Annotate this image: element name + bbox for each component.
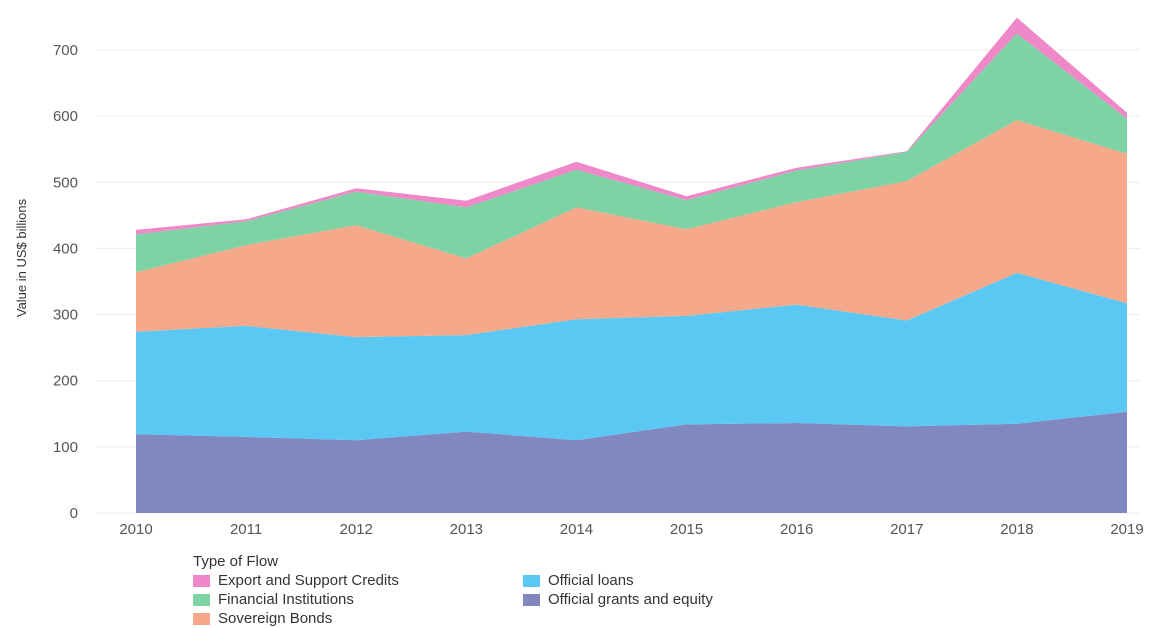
y-tick-label: 200: [53, 373, 78, 390]
area-sovereign-bonds: [136, 120, 1127, 338]
x-axis-ticks: 2010 2011 2012 2013 2014 2015 2016 2017 2018 2019: [119, 521, 1143, 538]
area-series: [136, 17, 1127, 513]
area-financial-institutions: [136, 33, 1127, 273]
legend-swatch: [523, 593, 540, 606]
x-tick-label: 2018: [1000, 521, 1033, 538]
y-tick-label: 300: [53, 307, 78, 324]
legend-label: Official grants and equity: [548, 591, 713, 608]
x-tick-label: 2015: [670, 521, 703, 538]
y-tick-label: 500: [53, 174, 78, 191]
area-official-grants-and-equity: [136, 411, 1127, 513]
legend-label: Financial Institutions: [218, 591, 354, 608]
x-tick-label: 2017: [890, 521, 923, 538]
legend: Type of Flow Export and Support Credits …: [193, 553, 823, 628]
y-tick-label: 600: [53, 108, 78, 125]
legend-item-official-loans: Official loans: [523, 571, 823, 590]
area-export-and-support-credits: [136, 17, 1127, 235]
x-tick-label: 2014: [560, 521, 593, 538]
legend-swatch: [193, 574, 210, 587]
y-tick-label: 700: [53, 42, 78, 59]
x-tick-label: 2016: [780, 521, 813, 538]
legend-label: Sovereign Bonds: [218, 610, 333, 627]
x-tick-label: 2013: [450, 521, 483, 538]
area-official-loans: [136, 272, 1127, 441]
legend-swatch: [523, 574, 540, 587]
y-tick-label: 400: [53, 240, 78, 257]
legend-item-official-grants: Official grants and equity: [523, 590, 823, 609]
x-tick-label: 2011: [230, 521, 262, 538]
y-axis-ticks: 0 100 200 300 400 500 600 700: [53, 42, 78, 522]
legend-item-export-credits: Export and Support Credits: [193, 571, 523, 590]
legend-title: Type of Flow: [193, 553, 279, 570]
x-tick-label: 2010: [119, 521, 152, 538]
y-axis-label: Value in US$ billions: [14, 198, 29, 317]
x-tick-label: 2012: [340, 521, 373, 538]
x-tick-label: 2019: [1110, 521, 1143, 538]
y-tick-label: 0: [70, 505, 78, 522]
legend-item-financial-institutions: Financial Institutions: [193, 590, 523, 609]
legend-label: Export and Support Credits: [218, 572, 399, 589]
legend-label: Official loans: [548, 572, 634, 589]
legend-item-sovereign-bonds: Sovereign Bonds: [193, 609, 523, 628]
legend-swatch: [193, 612, 210, 625]
legend-swatch: [193, 593, 210, 606]
y-tick-label: 100: [53, 439, 78, 456]
